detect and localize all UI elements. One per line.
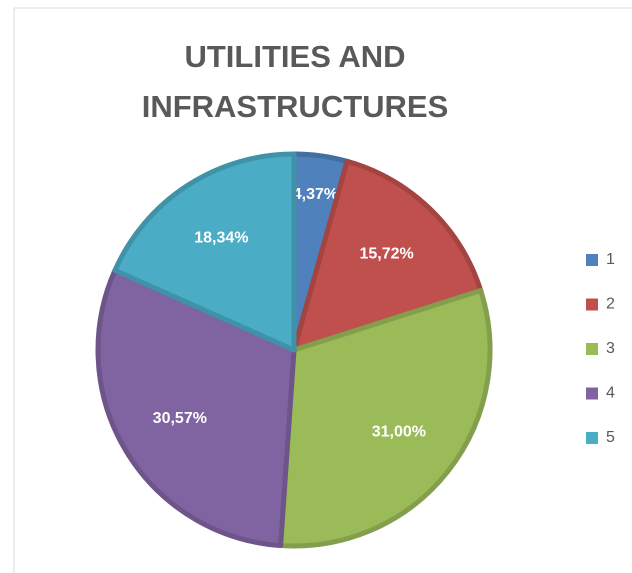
legend-swatch xyxy=(586,298,598,311)
legend-swatch xyxy=(586,343,598,355)
legend-label: 3 xyxy=(606,340,615,357)
data-label: 31,00% xyxy=(372,424,426,441)
data-label: 4,37% xyxy=(293,186,338,203)
pie-slice xyxy=(95,267,297,549)
data-label: 30,57% xyxy=(153,410,207,427)
data-label: 15,72% xyxy=(359,245,413,262)
legend-label: 5 xyxy=(606,429,615,446)
legend-swatch xyxy=(586,387,598,400)
legend-label: 2 xyxy=(606,296,615,313)
legend-swatch xyxy=(586,432,598,444)
legend-label: 4 xyxy=(606,385,615,402)
chart-frame xyxy=(13,7,632,573)
legend-swatch xyxy=(586,254,598,266)
data-label: 18,34% xyxy=(194,229,248,246)
pie-slice xyxy=(112,151,297,353)
chart-title: UTILITIES AND INFRASTRUCTURES xyxy=(141,39,449,124)
legend-label: 1 xyxy=(606,251,615,268)
pie-slice xyxy=(278,287,493,549)
